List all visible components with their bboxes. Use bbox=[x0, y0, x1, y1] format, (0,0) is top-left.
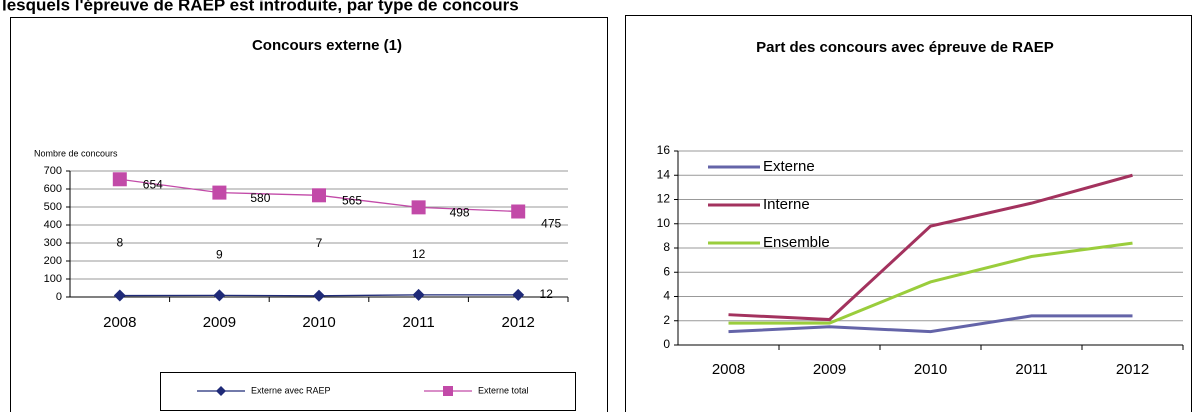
y-tick-label: 600 bbox=[44, 183, 62, 195]
marker bbox=[511, 204, 526, 219]
page-title: lesquels l'épreuve de RAEP est introduit… bbox=[2, 0, 519, 14]
marker bbox=[212, 185, 227, 200]
x-tick-label: 2008 bbox=[712, 361, 745, 378]
marker bbox=[113, 289, 126, 302]
y-tick-label: 6 bbox=[663, 264, 670, 278]
y-tick-label: 10 bbox=[657, 216, 671, 230]
legend-label: Externe avec RAEP bbox=[251, 385, 331, 395]
marker bbox=[412, 288, 425, 301]
legend-label: Externe bbox=[763, 158, 815, 175]
y-tick-label: 8 bbox=[663, 240, 670, 254]
y-tick-label: 0 bbox=[663, 337, 670, 351]
y-tick-label: 4 bbox=[663, 289, 670, 303]
chart-frame bbox=[625, 15, 1192, 412]
y-tick-label: 16 bbox=[657, 143, 671, 157]
y-tick-label: 12 bbox=[657, 192, 671, 206]
series-line bbox=[728, 241, 1133, 325]
y-tick-label: 14 bbox=[657, 167, 671, 181]
legend-marker bbox=[443, 386, 453, 396]
y-axis-label: Nombre de concours bbox=[34, 148, 118, 158]
data-label: 9 bbox=[216, 248, 223, 262]
y-tick-label: 100 bbox=[44, 273, 62, 285]
x-tick-label: 2011 bbox=[402, 314, 434, 331]
x-tick-label: 2009 bbox=[813, 361, 846, 378]
legend-label: Interne bbox=[763, 196, 810, 213]
chart-title: Concours externe (1) bbox=[252, 37, 402, 54]
data-label: 8 bbox=[116, 236, 123, 250]
data-label: 7 bbox=[316, 236, 323, 250]
marker bbox=[312, 188, 326, 203]
legend-marker bbox=[216, 386, 226, 396]
marker bbox=[213, 289, 226, 302]
y-tick-label: 0 bbox=[56, 291, 62, 303]
chart-title: Part des concours avec épreuve de RAEP bbox=[756, 39, 1054, 56]
marker bbox=[112, 172, 127, 187]
y-tick-label: 200 bbox=[44, 255, 62, 267]
marker bbox=[313, 289, 325, 302]
x-tick-label: 2010 bbox=[914, 361, 947, 378]
legend-frame bbox=[160, 372, 576, 411]
x-tick-label: 2011 bbox=[1015, 361, 1047, 378]
x-tick-label: 2012 bbox=[502, 314, 535, 331]
legend-label: Externe total bbox=[478, 385, 529, 395]
y-tick-label: 300 bbox=[44, 237, 62, 249]
marker bbox=[512, 288, 525, 301]
data-label: 565 bbox=[342, 193, 362, 207]
series-line bbox=[728, 173, 1133, 322]
y-tick-label: 400 bbox=[44, 219, 62, 231]
data-label: 498 bbox=[450, 206, 470, 220]
y-tick-label: 700 bbox=[44, 165, 62, 177]
data-label: 580 bbox=[250, 191, 270, 205]
x-tick-label: 2008 bbox=[103, 314, 136, 331]
series-line bbox=[728, 314, 1133, 334]
legend-label: Ensemble bbox=[763, 234, 830, 251]
chart-frame bbox=[10, 17, 608, 412]
data-label: 654 bbox=[143, 177, 163, 191]
data-label: 12 bbox=[540, 287, 554, 301]
x-tick-label: 2009 bbox=[203, 314, 236, 331]
data-label: 12 bbox=[412, 247, 426, 261]
marker bbox=[411, 200, 426, 215]
y-tick-label: 500 bbox=[44, 201, 62, 213]
x-tick-label: 2012 bbox=[1116, 361, 1149, 378]
x-tick-label: 2010 bbox=[302, 314, 335, 331]
data-label: 475 bbox=[541, 217, 561, 231]
y-tick-label: 2 bbox=[663, 313, 670, 327]
